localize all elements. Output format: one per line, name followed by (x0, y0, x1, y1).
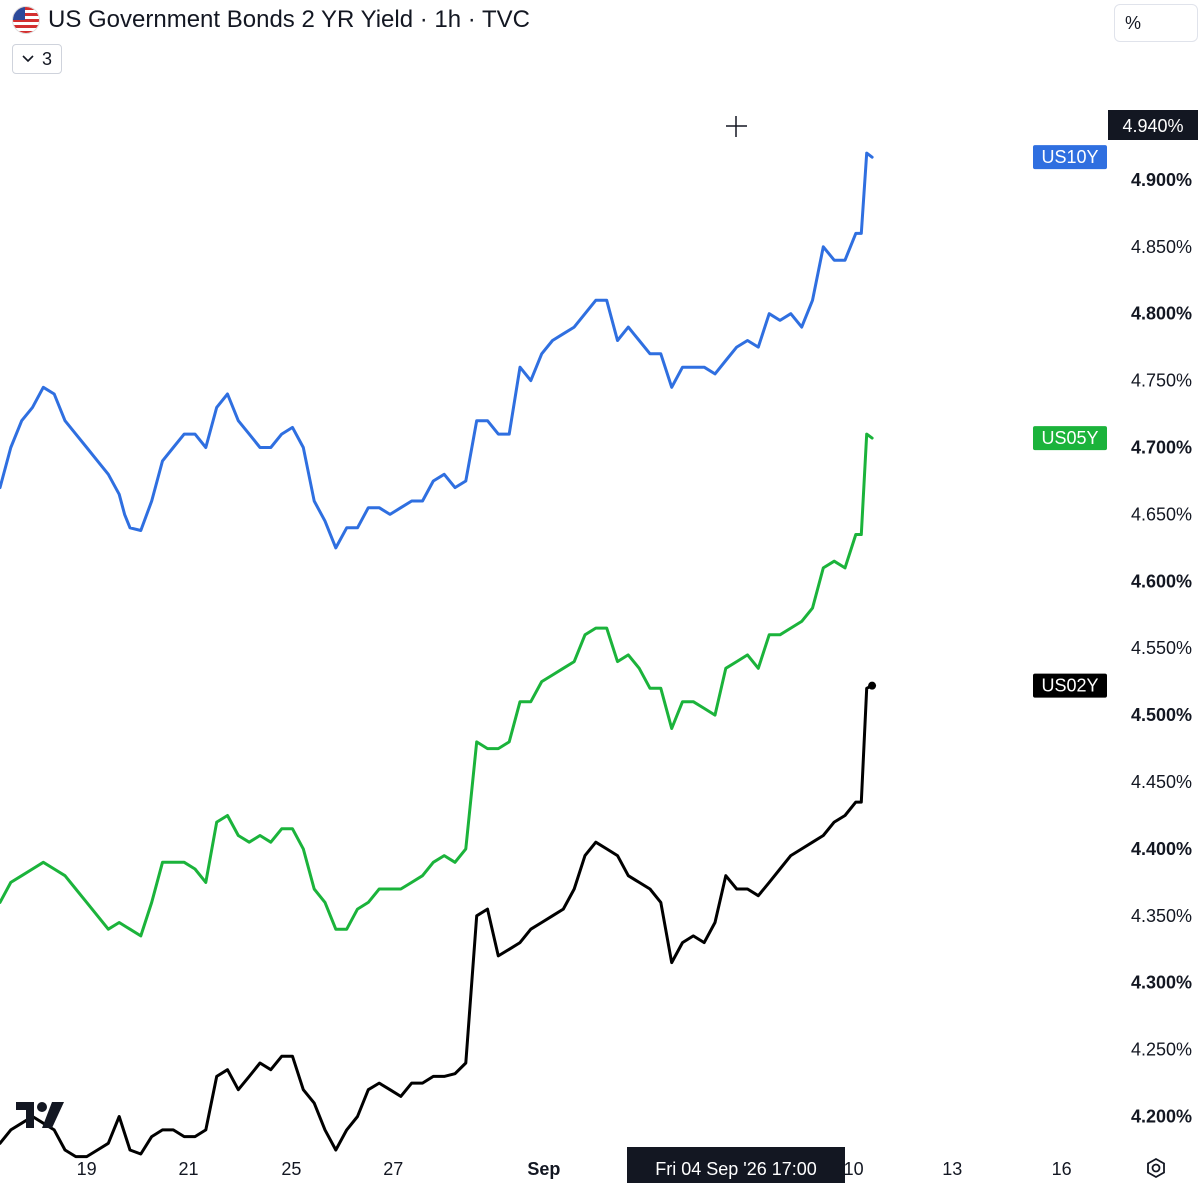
crosshair-time-label: Fri 04 Sep '26 17:00 (627, 1147, 845, 1183)
y-tick-label: 4.900% (1131, 170, 1192, 190)
y-tick-label: 4.800% (1131, 304, 1192, 324)
price-label-text: 4.940% (1122, 116, 1183, 136)
y-tick-label: 4.850% (1131, 237, 1192, 257)
x-tick-label: 10 (844, 1159, 864, 1179)
series-label-us02y[interactable]: US02Y (1033, 674, 1107, 698)
y-tick-label: 4.750% (1131, 371, 1192, 391)
crosshair-price-label: 4.940% (1108, 110, 1198, 140)
y-tick-label: 4.550% (1131, 638, 1192, 658)
series-label-text: US05Y (1041, 428, 1098, 448)
y-tick-label: 4.450% (1131, 772, 1192, 792)
x-tick-label: 16 (1052, 1159, 1072, 1179)
y-tick-label: 4.700% (1131, 438, 1192, 458)
crosshair-icon (726, 116, 747, 137)
x-tick-label: 25 (281, 1159, 301, 1179)
crosshair-cursor (726, 116, 747, 137)
y-tick-label: 4.350% (1131, 906, 1192, 926)
series-line-us02y[interactable] (0, 686, 872, 1157)
x-tick-label: 13 (942, 1159, 962, 1179)
gear-icon[interactable] (1142, 1154, 1170, 1187)
y-tick-label: 4.600% (1131, 571, 1192, 591)
x-tick-label: 19 (77, 1159, 97, 1179)
y-tick-label: 4.400% (1131, 839, 1192, 859)
y-tick-label: 4.650% (1131, 504, 1192, 524)
y-tick-label: 4.500% (1131, 705, 1192, 725)
x-tick-label: Sep (527, 1159, 560, 1179)
series-line-us10y[interactable] (0, 153, 872, 548)
series-label-text: US10Y (1041, 147, 1098, 167)
last-point-marker (868, 682, 876, 690)
tradingview-logo[interactable] (16, 1102, 64, 1133)
y-tick-label: 4.250% (1131, 1040, 1192, 1060)
series-label-us10y[interactable]: US10Y (1033, 145, 1107, 169)
y-tick-label: 4.200% (1131, 1107, 1192, 1127)
series-line-us05y[interactable] (0, 434, 872, 936)
y-tick-label: 4.300% (1131, 973, 1192, 993)
x-tick-label: 21 (178, 1159, 198, 1179)
series-label-text: US02Y (1041, 676, 1098, 696)
series-label-us05y[interactable]: US05Y (1033, 426, 1107, 450)
x-tick-label: 27 (383, 1159, 403, 1179)
time-label-text: Fri 04 Sep '26 17:00 (655, 1159, 817, 1179)
